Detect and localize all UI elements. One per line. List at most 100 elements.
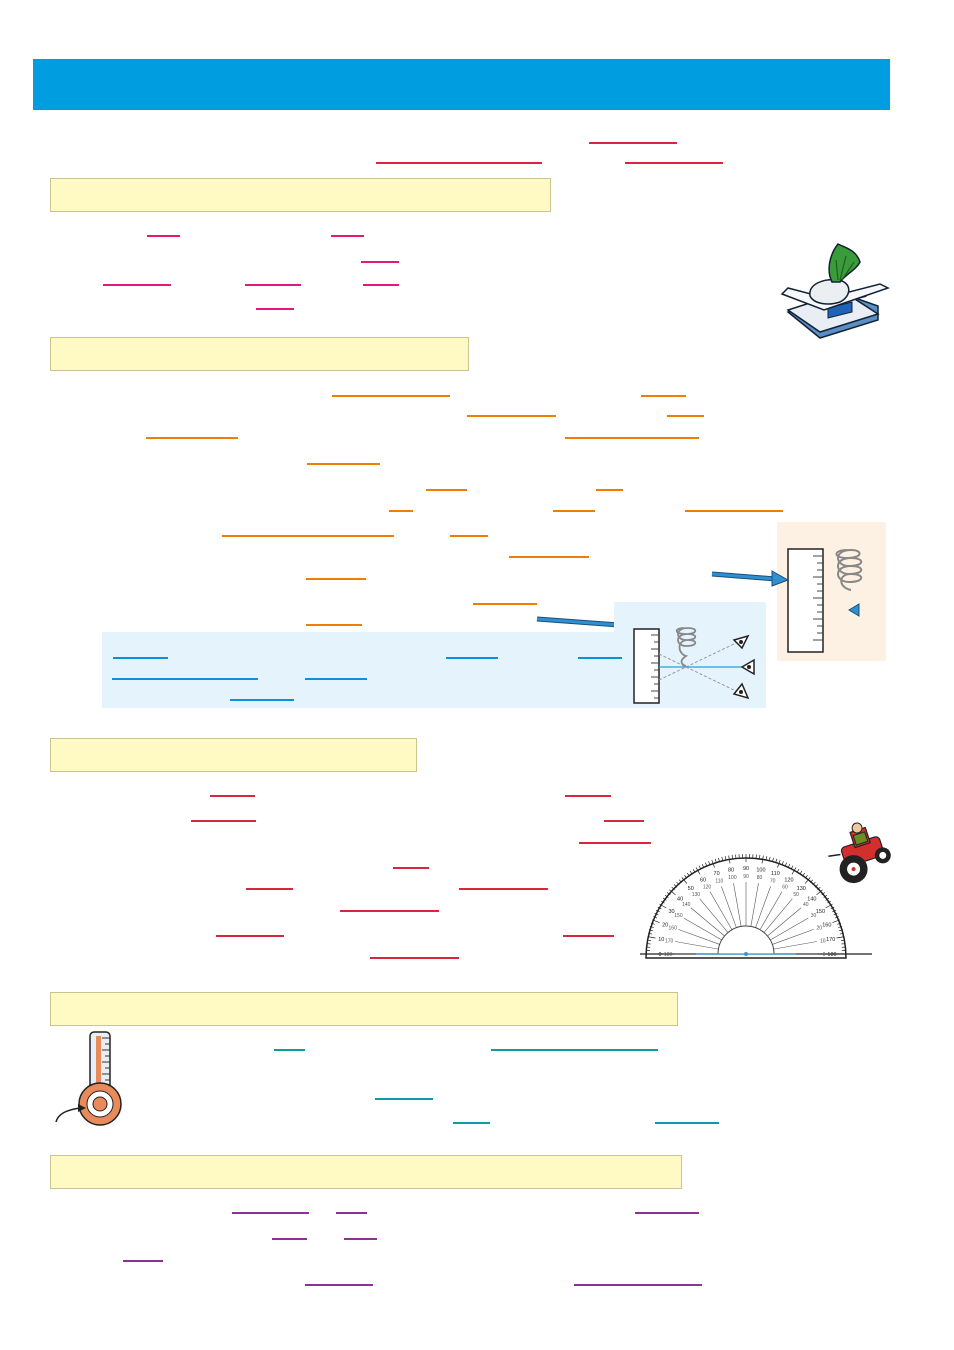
protractor-tick [681, 877, 688, 884]
mass-blank [363, 284, 399, 286]
reading-blank [446, 657, 498, 659]
protractor-outer-label: 30 [668, 909, 674, 915]
protractor-tick [832, 909, 837, 913]
protractor-tick [814, 884, 819, 888]
protractor-tick [684, 874, 688, 879]
protractor-inner-label: 0 [823, 952, 826, 958]
length-blank [641, 395, 686, 397]
protractor-tick [648, 929, 653, 932]
intro-blank [625, 162, 723, 164]
protractor-radial-line [678, 929, 720, 945]
protractor-radial-line [733, 883, 742, 927]
reading-blank [578, 657, 622, 659]
protractor-tick [839, 932, 844, 935]
protractor-inner-label: 130 [692, 892, 701, 898]
kitchen-scale-with-turnip-icon [780, 243, 890, 339]
length-blank [307, 463, 380, 465]
temperature-blank [453, 1122, 490, 1124]
protractor-tick [833, 913, 838, 916]
protractor-tick [676, 881, 680, 886]
protractor-tick [799, 870, 803, 875]
time-blank [305, 1284, 373, 1286]
mass-blank [256, 308, 294, 310]
protractor-radial-line [763, 898, 793, 933]
protractor-tick [821, 892, 826, 896]
eye-parallax-diagram-icon [633, 627, 755, 704]
length-blank [426, 489, 467, 491]
protractor-tick [787, 863, 791, 868]
protractor-tick [646, 939, 651, 941]
protractor-tick [775, 858, 778, 863]
length-blank [667, 415, 704, 417]
angle-blank [216, 935, 284, 937]
protractor-tick [673, 884, 678, 888]
angle-blank [246, 888, 293, 890]
pointer-arrow-icon [711, 570, 790, 587]
protractor-inner-label: 180 [664, 952, 673, 958]
protractor-tick [790, 865, 794, 870]
protractor-tick [661, 900, 665, 904]
length-blank [306, 624, 362, 626]
mass-blank [103, 284, 171, 286]
protractor-tick [832, 919, 841, 923]
protractor-tick [662, 897, 667, 901]
intro-blank [376, 162, 542, 164]
length-blank [467, 415, 556, 417]
protractor-tick [708, 861, 711, 866]
protractor-outer-label: 0 [658, 952, 661, 958]
protractor-outer-label: 70 [714, 871, 720, 877]
protractor-radial-line [675, 941, 719, 950]
protractor-tick [648, 932, 653, 935]
protractor-tick [657, 906, 662, 910]
protractor-tick [718, 857, 720, 862]
protractor-tick [816, 889, 823, 896]
length-blank [389, 510, 413, 512]
protractor-tick [817, 886, 821, 891]
protractor-outer-label: 10 [658, 937, 664, 943]
protractor-tick [804, 877, 811, 884]
protractor-outer-label: 110 [771, 871, 780, 877]
protractor-tick [695, 867, 701, 875]
protractor-radial-line [773, 941, 817, 950]
length-blank [222, 535, 394, 537]
protractor-tick [837, 922, 842, 925]
length-blank [146, 437, 238, 439]
protractor-outer-label: 80 [728, 867, 734, 873]
protractor-outer-label: 160 [822, 923, 831, 929]
protractor-outer-label: 130 [797, 886, 806, 892]
protractor-tick [655, 909, 660, 913]
protractor-tick [784, 862, 787, 867]
protractor-outer-label: 180 [827, 952, 836, 958]
protractor-tick [761, 855, 764, 864]
time-blank [344, 1238, 377, 1240]
protractor-tick [839, 929, 844, 932]
protractor-tick [671, 886, 675, 891]
thermometer-icon [55, 1031, 122, 1126]
protractor-radial-line [709, 891, 733, 930]
angle-blank [579, 842, 651, 844]
protractor-tick [838, 926, 843, 928]
protractor-outer-label: 140 [807, 897, 816, 903]
protractor-tick [659, 903, 667, 909]
protractor-tick [721, 856, 724, 861]
length-blank [306, 578, 366, 580]
protractor-radial-line [770, 917, 809, 941]
protractor-outer-label: 90 [743, 866, 749, 872]
angle-blank [340, 910, 439, 912]
section-heading-box [50, 738, 417, 772]
time-blank [336, 1212, 367, 1214]
protractor-tick [678, 879, 683, 883]
angle-blank [191, 820, 256, 822]
temperature-blank [491, 1049, 658, 1051]
protractor-tick [812, 881, 816, 886]
protractor-tick [772, 857, 774, 862]
time-blank [574, 1284, 702, 1286]
time-blank [232, 1212, 309, 1214]
protractor-tick [647, 936, 656, 939]
mass-blank [331, 235, 364, 237]
angle-blank [210, 795, 255, 797]
protractor-tick [731, 854, 733, 859]
protractor-tick [777, 859, 781, 868]
protractor-tick [791, 867, 797, 875]
